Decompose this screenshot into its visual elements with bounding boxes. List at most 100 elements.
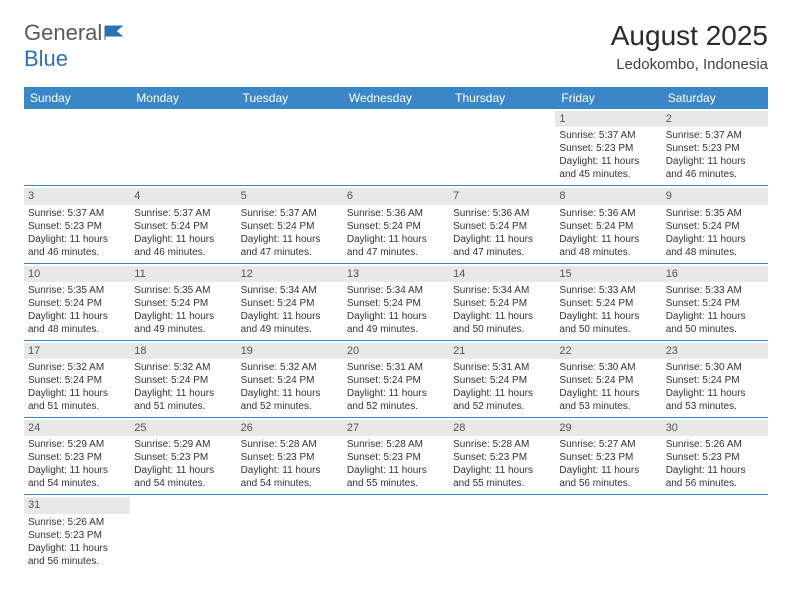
sunset-text: Sunset: 5:24 PM	[28, 297, 126, 310]
sunrise-text: Sunrise: 5:37 AM	[559, 129, 657, 142]
month-title: August 2025	[611, 20, 768, 52]
sunset-text: Sunset: 5:24 PM	[241, 374, 339, 387]
calendar-week-row: 3Sunrise: 5:37 AMSunset: 5:23 PMDaylight…	[24, 186, 768, 263]
day-number: 9	[662, 188, 768, 204]
day-number: 21	[449, 343, 555, 359]
daylight-text: Daylight: 11 hours and 56 minutes.	[559, 464, 657, 490]
logo: General	[24, 20, 128, 46]
sunset-text: Sunset: 5:24 PM	[453, 374, 551, 387]
day-number: 16	[662, 266, 768, 282]
day-number: 12	[237, 266, 343, 282]
day-number: 28	[449, 420, 555, 436]
daylight-text: Daylight: 11 hours and 50 minutes.	[666, 310, 764, 336]
day-number: 8	[555, 188, 661, 204]
daylight-text: Daylight: 11 hours and 50 minutes.	[559, 310, 657, 336]
calendar-empty-cell	[343, 109, 449, 186]
daylight-text: Daylight: 11 hours and 51 minutes.	[28, 387, 126, 413]
sunset-text: Sunset: 5:24 PM	[666, 374, 764, 387]
daylight-text: Daylight: 11 hours and 52 minutes.	[241, 387, 339, 413]
calendar-day-cell: 28Sunrise: 5:28 AMSunset: 5:23 PMDayligh…	[449, 418, 555, 495]
daylight-text: Daylight: 11 hours and 51 minutes.	[134, 387, 232, 413]
calendar-week-row: 24Sunrise: 5:29 AMSunset: 5:23 PMDayligh…	[24, 418, 768, 495]
daylight-text: Daylight: 11 hours and 54 minutes.	[241, 464, 339, 490]
calendar-empty-cell	[449, 109, 555, 186]
sunrise-text: Sunrise: 5:37 AM	[28, 207, 126, 220]
sunrise-text: Sunrise: 5:29 AM	[28, 438, 126, 451]
day-number: 17	[24, 343, 130, 359]
day-number: 22	[555, 343, 661, 359]
day-number: 26	[237, 420, 343, 436]
day-number: 4	[130, 188, 236, 204]
daylight-text: Daylight: 11 hours and 49 minutes.	[134, 310, 232, 336]
calendar-day-cell: 18Sunrise: 5:32 AMSunset: 5:24 PMDayligh…	[130, 340, 236, 417]
daylight-text: Daylight: 11 hours and 56 minutes.	[28, 542, 126, 568]
sunrise-text: Sunrise: 5:27 AM	[559, 438, 657, 451]
day-number: 14	[449, 266, 555, 282]
calendar-day-cell: 9Sunrise: 5:35 AMSunset: 5:24 PMDaylight…	[662, 186, 768, 263]
calendar-day-cell: 14Sunrise: 5:34 AMSunset: 5:24 PMDayligh…	[449, 263, 555, 340]
calendar-day-cell: 16Sunrise: 5:33 AMSunset: 5:24 PMDayligh…	[662, 263, 768, 340]
sunrise-text: Sunrise: 5:37 AM	[241, 207, 339, 220]
daylight-text: Daylight: 11 hours and 46 minutes.	[134, 233, 232, 259]
calendar-body: 1Sunrise: 5:37 AMSunset: 5:23 PMDaylight…	[24, 109, 768, 572]
sunset-text: Sunset: 5:24 PM	[559, 220, 657, 233]
sunset-text: Sunset: 5:23 PM	[347, 451, 445, 464]
daylight-text: Daylight: 11 hours and 49 minutes.	[241, 310, 339, 336]
title-block: August 2025 Ledokombo, Indonesia	[611, 20, 768, 73]
calendar-week-row: 1Sunrise: 5:37 AMSunset: 5:23 PMDaylight…	[24, 109, 768, 186]
calendar-day-cell: 13Sunrise: 5:34 AMSunset: 5:24 PMDayligh…	[343, 263, 449, 340]
sunset-text: Sunset: 5:23 PM	[28, 451, 126, 464]
calendar-day-cell: 3Sunrise: 5:37 AMSunset: 5:23 PMDaylight…	[24, 186, 130, 263]
sunset-text: Sunset: 5:23 PM	[559, 451, 657, 464]
sunrise-text: Sunrise: 5:26 AM	[666, 438, 764, 451]
weekday-header: Saturday	[662, 87, 768, 109]
calendar-empty-cell	[130, 109, 236, 186]
day-number: 3	[24, 188, 130, 204]
sunrise-text: Sunrise: 5:37 AM	[666, 129, 764, 142]
sunset-text: Sunset: 5:23 PM	[28, 220, 126, 233]
sunrise-text: Sunrise: 5:34 AM	[453, 284, 551, 297]
sunrise-text: Sunrise: 5:36 AM	[347, 207, 445, 220]
sunrise-text: Sunrise: 5:32 AM	[28, 361, 126, 374]
calendar-day-cell: 4Sunrise: 5:37 AMSunset: 5:24 PMDaylight…	[130, 186, 236, 263]
sunrise-text: Sunrise: 5:36 AM	[453, 207, 551, 220]
sunset-text: Sunset: 5:24 PM	[241, 297, 339, 310]
day-number: 15	[555, 266, 661, 282]
daylight-text: Daylight: 11 hours and 54 minutes.	[28, 464, 126, 490]
day-number: 31	[24, 497, 130, 513]
daylight-text: Daylight: 11 hours and 48 minutes.	[559, 233, 657, 259]
sunrise-text: Sunrise: 5:28 AM	[453, 438, 551, 451]
sunrise-text: Sunrise: 5:30 AM	[666, 361, 764, 374]
daylight-text: Daylight: 11 hours and 49 minutes.	[347, 310, 445, 336]
calendar-day-cell: 25Sunrise: 5:29 AMSunset: 5:23 PMDayligh…	[130, 418, 236, 495]
sunrise-text: Sunrise: 5:26 AM	[28, 516, 126, 529]
day-number: 6	[343, 188, 449, 204]
sunrise-text: Sunrise: 5:28 AM	[347, 438, 445, 451]
calendar-empty-cell	[449, 495, 555, 572]
calendar-empty-cell	[343, 495, 449, 572]
sunset-text: Sunset: 5:24 PM	[559, 374, 657, 387]
sunrise-text: Sunrise: 5:29 AM	[134, 438, 232, 451]
sunrise-text: Sunrise: 5:36 AM	[559, 207, 657, 220]
calendar-empty-cell	[662, 495, 768, 572]
calendar-day-cell: 1Sunrise: 5:37 AMSunset: 5:23 PMDaylight…	[555, 109, 661, 186]
daylight-text: Daylight: 11 hours and 56 minutes.	[666, 464, 764, 490]
calendar-week-row: 31Sunrise: 5:26 AMSunset: 5:23 PMDayligh…	[24, 495, 768, 572]
calendar-day-cell: 20Sunrise: 5:31 AMSunset: 5:24 PMDayligh…	[343, 340, 449, 417]
daylight-text: Daylight: 11 hours and 55 minutes.	[453, 464, 551, 490]
sunset-text: Sunset: 5:23 PM	[666, 451, 764, 464]
sunset-text: Sunset: 5:24 PM	[134, 297, 232, 310]
calendar-empty-cell	[24, 109, 130, 186]
daylight-text: Daylight: 11 hours and 47 minutes.	[453, 233, 551, 259]
day-number: 1	[555, 111, 661, 127]
sunset-text: Sunset: 5:23 PM	[666, 142, 764, 155]
logo-flag-icon	[104, 23, 126, 44]
calendar-day-cell: 11Sunrise: 5:35 AMSunset: 5:24 PMDayligh…	[130, 263, 236, 340]
day-number: 7	[449, 188, 555, 204]
calendar-day-cell: 6Sunrise: 5:36 AMSunset: 5:24 PMDaylight…	[343, 186, 449, 263]
calendar-day-cell: 22Sunrise: 5:30 AMSunset: 5:24 PMDayligh…	[555, 340, 661, 417]
calendar-empty-cell	[237, 109, 343, 186]
sunrise-text: Sunrise: 5:33 AM	[666, 284, 764, 297]
daylight-text: Daylight: 11 hours and 54 minutes.	[134, 464, 232, 490]
day-number: 11	[130, 266, 236, 282]
